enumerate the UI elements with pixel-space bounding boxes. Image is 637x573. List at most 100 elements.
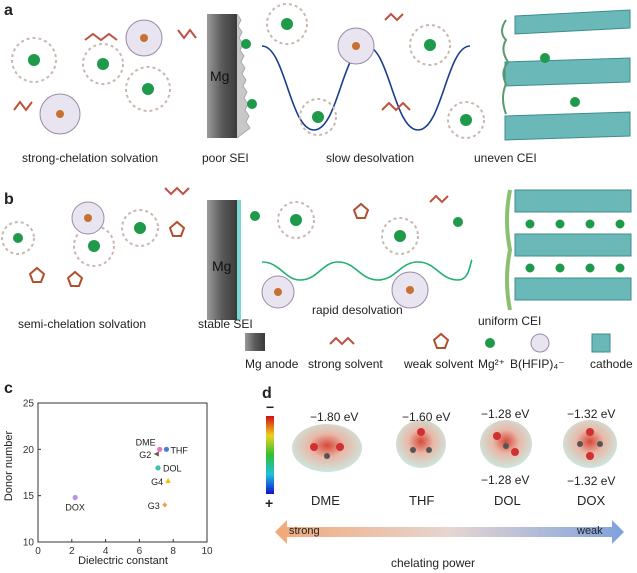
energy-dox-top: −1.32 eV	[567, 407, 616, 421]
esp-scale-minus: −	[266, 399, 275, 415]
label-rapid-desolvation: rapid desolvation	[312, 303, 403, 317]
label-uneven-cei: uneven CEI	[474, 151, 537, 165]
esp-color-scale	[266, 416, 274, 494]
solvation-cluster-a3	[125, 66, 171, 112]
anion-cluster-b3	[391, 271, 429, 309]
chart-point-label-dme: DME	[136, 437, 156, 447]
label-slow-desolvation: slow desolvation	[326, 151, 415, 165]
panel-b-letter: b	[4, 191, 14, 208]
solvation-cluster-b4	[277, 201, 315, 239]
label-poor-sei: poor SEI	[202, 151, 249, 165]
solvent-chain-b1	[164, 186, 190, 196]
legend-mg-anode: Mg anode	[245, 357, 299, 371]
mg-anode-a	[207, 14, 237, 138]
label-semi-chelation: semi-chelation solvation	[18, 317, 147, 331]
solvation-cluster-b2	[73, 225, 115, 267]
chart-point-label-g4: G4	[151, 477, 163, 487]
anion-cluster-b1	[71, 201, 105, 235]
chart-point-label-dol: DOL	[163, 463, 182, 473]
chart-x-tick-label: 4	[103, 546, 109, 557]
arrow-caption: chelating power	[391, 556, 476, 570]
solvent-chain-a2	[177, 28, 197, 40]
chart-point-g3	[162, 502, 168, 508]
solvation-cluster-b5	[381, 217, 419, 255]
energy-thf-top: −1.60 eV	[402, 410, 451, 424]
panel-d-letter: d	[262, 385, 272, 402]
chart-point-g4	[165, 477, 171, 483]
ring-solvent-b1	[28, 266, 46, 283]
label-strong-chelation: strong-chelation solvation	[22, 151, 159, 165]
chart-point-label-g3: G3	[148, 501, 160, 511]
chelating-power-arrow	[275, 520, 624, 544]
molecule-label-thf: THF	[409, 493, 435, 508]
legend-mg-ion: Mg²⁺	[478, 357, 505, 371]
legend-mg-ion-icon	[485, 338, 495, 348]
solvation-cluster-a1	[11, 37, 57, 83]
chart-y-tick-label: 10	[23, 538, 35, 549]
legend-strong-solvent: strong solvent	[308, 357, 383, 371]
chart-y-tick-label: 20	[23, 445, 35, 456]
chart-x-axis-label: Dielectric constant	[78, 555, 168, 567]
legend-anion-icon	[530, 333, 550, 353]
solvation-cluster-b3	[121, 209, 159, 247]
chart-x-tick-label: 0	[35, 546, 41, 557]
legend-mg-anode-icon	[245, 333, 265, 351]
chart-x-tick-label: 8	[170, 546, 176, 557]
energy-dme-top: −1.80 eV	[310, 410, 359, 424]
solvation-cluster-b1	[1, 221, 35, 255]
arrow-label-weak: weak	[577, 525, 603, 537]
chart-y-tick-label: 25	[23, 399, 35, 410]
panel-a-letter: a	[4, 2, 13, 19]
chart-point-label-thf: THF	[170, 445, 188, 455]
esp-molecule-dol	[480, 420, 532, 468]
energy-dol-top: −1.28 eV	[481, 407, 530, 421]
chart-point-dol	[155, 465, 161, 471]
cathode-uniform	[505, 189, 632, 311]
esp-illustration	[266, 416, 624, 544]
solvation-cluster-a2	[82, 43, 124, 85]
chart-point-dme	[157, 446, 163, 452]
legend-cathode: cathode	[590, 357, 633, 371]
chart-y-axis-label: Donor number	[3, 431, 15, 502]
esp-molecule-dme	[292, 424, 362, 472]
legend-weak-solvent: weak solvent	[404, 357, 474, 371]
label-uniform-cei: uniform CEI	[478, 314, 542, 328]
poor-sei-a	[236, 13, 251, 139]
chart-point-label-dox: DOX	[65, 503, 85, 513]
anion-cluster-a1	[125, 19, 163, 57]
solvent-chain-a5	[384, 12, 404, 22]
solvent-chain-a3	[13, 100, 33, 112]
ring-solvent-b3	[168, 220, 186, 237]
mg-anode-b	[207, 200, 237, 320]
solvent-chain-a4	[381, 101, 411, 112]
chart-point-thf	[163, 446, 170, 452]
mg-anode-label-b: Mg	[212, 258, 232, 274]
chart-point-label-g2: G2	[139, 450, 151, 460]
legend-anion: B(HFIP)₄⁻	[510, 357, 565, 371]
solvent-chain-b2	[429, 194, 449, 204]
panel-a-illustration	[11, 3, 631, 141]
esp-molecule-dox	[563, 420, 617, 468]
molecule-label-dol: DOL	[494, 493, 521, 508]
label-stable-sei: stable SEI	[198, 317, 253, 331]
chart-x-tick-label: 2	[69, 546, 75, 557]
legend-cathode-icon	[591, 333, 611, 353]
stable-sei-b	[237, 200, 241, 320]
solvation-cluster-a5	[409, 24, 451, 66]
panel-b-illustration	[1, 186, 632, 320]
solvation-cluster-a4	[266, 3, 308, 45]
chart-x-tick-label: 10	[201, 546, 213, 557]
molecule-label-dox: DOX	[577, 493, 606, 508]
chart-x-tick-label: 6	[137, 546, 143, 557]
solvent-chain-a1	[84, 32, 118, 42]
solvation-cluster-a7	[447, 101, 485, 139]
anion-cluster-a2	[39, 93, 81, 135]
esp-molecule-thf	[396, 420, 446, 468]
cathode-uneven	[501, 9, 631, 141]
legend-weak-solvent-icon	[432, 332, 450, 349]
energy-dox-bottom: −1.32 eV	[567, 474, 616, 488]
solvation-cluster-a6	[299, 98, 337, 136]
chart-y-tick-label: 15	[23, 491, 35, 502]
anion-cluster-b2	[261, 275, 295, 309]
